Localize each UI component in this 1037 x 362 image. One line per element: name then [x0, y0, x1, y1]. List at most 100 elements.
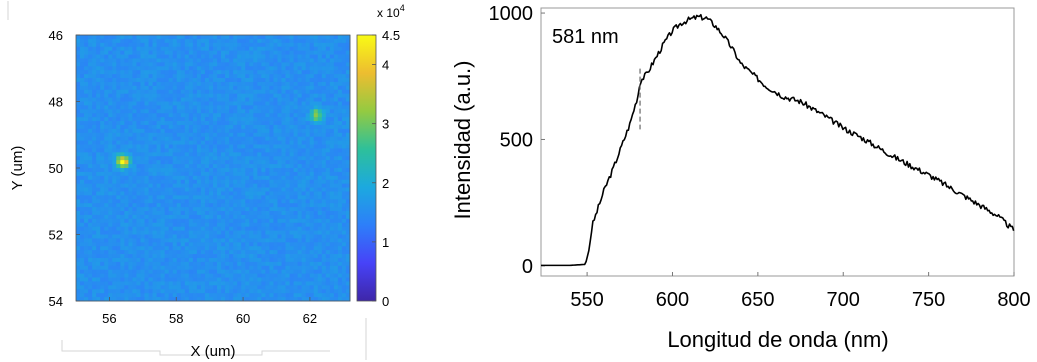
- heatmap-cell: [257, 281, 262, 286]
- heatmap-cell: [281, 121, 286, 126]
- heatmap-cell: [293, 273, 299, 278]
- heatmap-cell: [305, 183, 311, 188]
- heatmap-cell: [112, 285, 117, 290]
- heatmap-cell: [176, 46, 182, 52]
- heatmap-cell: [128, 109, 133, 114]
- heatmap-cell: [152, 117, 157, 122]
- heatmap-cell: [84, 62, 89, 67]
- heatmap-cell: [184, 136, 190, 142]
- heatmap-cell: [120, 285, 125, 290]
- heatmap-cell: [156, 35, 162, 40]
- heatmap-cell: [136, 195, 141, 200]
- heatmap-cell: [76, 50, 81, 55]
- heatmap-cell: [168, 285, 174, 290]
- heatmap-cell: [281, 128, 286, 134]
- heatmap-cell: [225, 136, 230, 142]
- heatmap-cell: [293, 222, 299, 228]
- heatmap-cell: [76, 54, 81, 59]
- heatmap-cell: [84, 254, 89, 259]
- heatmap-cell: [273, 254, 278, 259]
- heatmap-cell: [196, 35, 202, 40]
- heatmap-cell: [285, 289, 290, 294]
- heatmap-cell: [253, 117, 258, 122]
- heatmap-cell: [160, 211, 166, 216]
- heatmap-cell: [176, 50, 182, 55]
- heatmap-cell: [213, 58, 218, 63]
- heatmap-cell: [313, 136, 319, 142]
- heatmap-cell: [148, 124, 153, 130]
- heatmap-cell: [100, 78, 105, 83]
- heatmap-cell: [245, 46, 250, 52]
- heatmap-cell: [148, 132, 153, 138]
- heatmap-cell: [241, 211, 246, 216]
- heatmap-cell: [213, 164, 218, 169]
- heatmap-cell: [124, 269, 129, 275]
- heatmap-cell: [152, 148, 157, 153]
- heatmap-cell: [76, 85, 81, 91]
- heatmap-cell: [245, 121, 250, 126]
- heatmap-cell: [116, 66, 121, 71]
- heatmap-cell: [172, 187, 178, 192]
- heatmap-cell: [120, 124, 125, 130]
- heatmap-cell: [337, 293, 343, 298]
- heatmap-cell: [325, 191, 331, 196]
- heatmap-cell: [208, 42, 214, 48]
- heatmap-cell: [261, 35, 266, 40]
- heatmap-cell: [96, 117, 101, 122]
- heatmap-cell: [229, 70, 234, 75]
- heatmap-cell: [261, 156, 266, 161]
- heatmap-cell: [104, 62, 109, 67]
- heatmap-cell: [325, 273, 331, 278]
- heatmap-cell: [128, 297, 133, 302]
- heatmap-cell: [225, 203, 230, 208]
- heatmap-cell: [245, 164, 250, 169]
- heatmap-cell: [208, 38, 214, 44]
- heatmap-cell: [172, 168, 178, 173]
- heatmap-cell: [297, 93, 303, 98]
- heatmap-cell: [245, 195, 250, 200]
- heatmap-cell: [92, 226, 97, 231]
- heatmap-cell: [217, 246, 222, 251]
- heatmap-cell: [148, 214, 153, 220]
- heatmap-cell: [225, 254, 230, 259]
- heatmap-cell: [229, 113, 234, 118]
- heatmap-cell: [261, 54, 266, 59]
- heatmap-cell: [281, 273, 286, 278]
- heatmap-cell: [321, 183, 327, 188]
- heatmap-cell: [269, 70, 274, 75]
- heatmap-cell: [196, 101, 202, 106]
- heatmap-cell: [253, 97, 258, 102]
- heatmap-cell: [116, 124, 121, 130]
- heatmap-cell: [305, 257, 311, 263]
- heatmap-cell: [317, 128, 323, 134]
- heatmap-cell: [136, 281, 141, 286]
- heatmap-cell: [325, 66, 331, 71]
- heatmap-cell: [261, 293, 266, 298]
- heatmap-cell: [213, 265, 218, 271]
- heatmap-cell: [184, 160, 190, 165]
- heatmap-cell: [156, 250, 162, 255]
- heatmap-cell: [345, 175, 351, 181]
- heatmap-cell: [285, 117, 290, 122]
- heatmap-cell: [333, 211, 339, 216]
- heatmap-cell: [333, 199, 339, 204]
- heatmap-cell: [225, 85, 230, 91]
- heatmap-cell: [100, 203, 105, 208]
- heatmap-cell: [309, 105, 315, 110]
- heatmap-cell: [144, 234, 149, 239]
- heatmap-cell: [160, 273, 166, 278]
- heatmap-cell: [160, 250, 166, 255]
- heatmap-cell: [309, 152, 315, 157]
- heatmap-cell: [253, 254, 258, 259]
- heatmap-cell: [96, 105, 101, 110]
- heatmap-cell: [176, 93, 182, 98]
- heatmap-cell: [168, 257, 174, 263]
- heatmap-cell: [249, 81, 254, 87]
- heatmap-cell: [277, 211, 282, 216]
- heatmap-cell: [168, 297, 174, 302]
- heatmap-cell: [229, 250, 234, 255]
- heatmap-cell: [313, 293, 319, 298]
- heatmap-cell: [329, 117, 335, 122]
- heatmap-cell: [108, 171, 113, 177]
- heatmap-cell: [92, 199, 97, 204]
